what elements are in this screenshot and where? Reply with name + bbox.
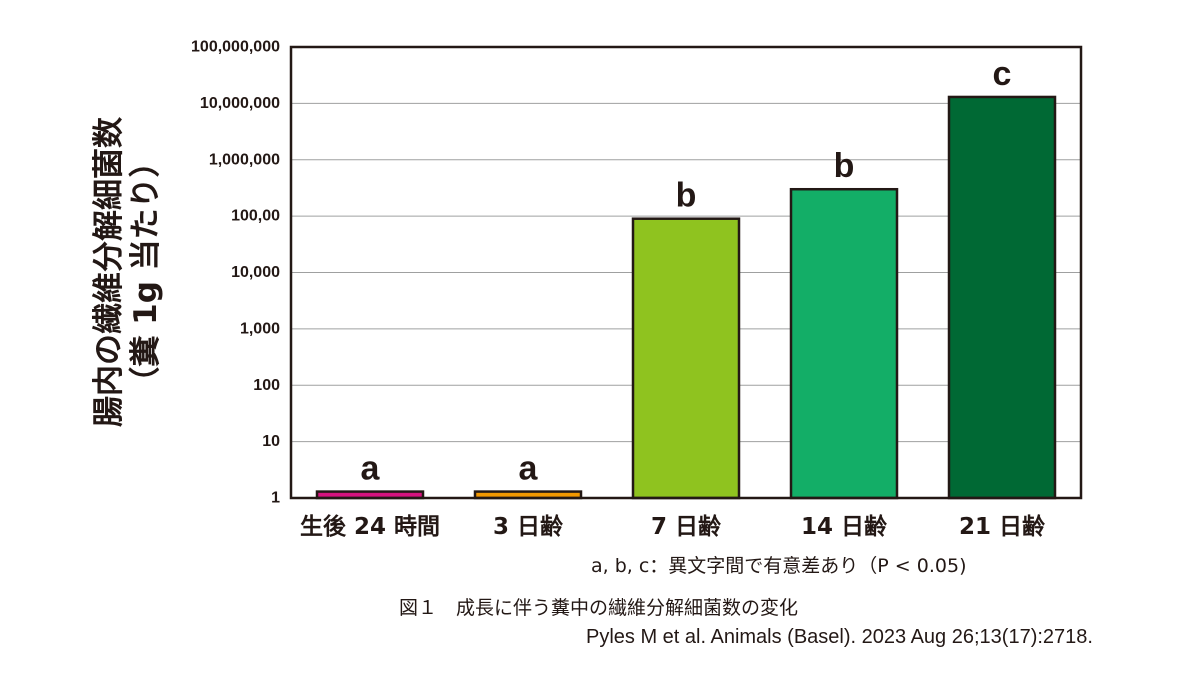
bar <box>947 95 1057 500</box>
x-tick-label: 14 日齢 <box>801 513 887 540</box>
y-tick-label: 10,000,000 <box>200 95 280 112</box>
y-tick-labels: 100,000,000 10,000,000 1,000,000 100,00 10,0… <box>191 39 280 507</box>
y-tick-label: 1 <box>271 490 280 507</box>
y-tick-label: 100 <box>253 377 280 394</box>
plot-frame <box>289 45 1083 500</box>
x-tick-label: 3 日齢 <box>493 513 563 540</box>
y-tick-label: 100,00 <box>231 208 280 225</box>
y-axis-label: 腸内の繊維分解細菌数 （糞 1g 当たり） <box>91 117 164 427</box>
bar <box>631 217 741 500</box>
y-tick-label: 1,000,000 <box>209 151 280 168</box>
significance-letter: a <box>361 450 381 488</box>
significance-letter: a <box>519 450 539 488</box>
significance-letter: b <box>834 147 855 185</box>
x-tick-label: 7 日齢 <box>651 513 721 540</box>
y-tick-label: 10 <box>262 433 280 450</box>
bar <box>789 187 899 500</box>
source-citation: Pyles M et al. Animals (Basel). 2023 Aug… <box>586 626 1093 648</box>
bars <box>315 95 1057 500</box>
y-tick-label: 10,000 <box>231 264 280 281</box>
x-tick-label: 生後 24 時間 <box>300 513 440 540</box>
figure-caption: 図１ 成長に伴う糞中の繊維分解細菌数の変化 <box>399 597 799 619</box>
x-tick-label: 21 日齢 <box>959 513 1045 540</box>
y-tick-label: 1,000 <box>240 320 280 337</box>
y-tick-label: 100,000,000 <box>191 39 280 56</box>
significance-letter: c <box>993 55 1012 93</box>
y-axis-label-line-2: （糞 1g 当たり） <box>128 146 164 397</box>
significance-note: a, b, c：異文字間で有意差あり（P < 0.05) <box>591 555 967 577</box>
y-axis-label-line-1: 腸内の繊維分解細菌数 <box>91 117 127 427</box>
significance-letters: a a b b c <box>361 55 1012 488</box>
x-tick-labels: 生後 24 時間 3 日齢 7 日齢 14 日齢 21 日齢 <box>300 513 1045 540</box>
significance-letter: b <box>676 177 697 215</box>
